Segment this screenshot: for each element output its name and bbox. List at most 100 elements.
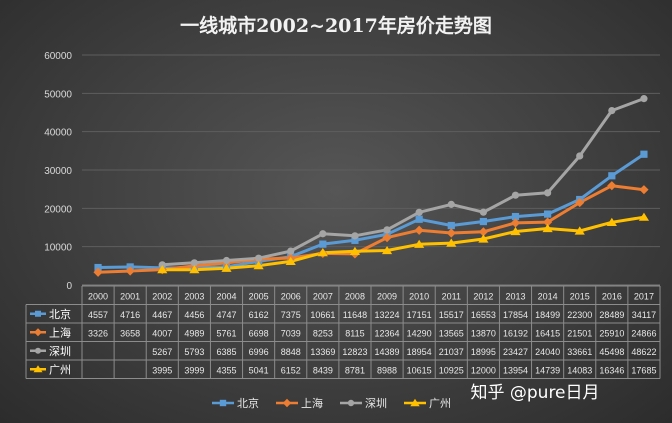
data-point-3 [221,263,232,272]
series-line-3 [160,215,646,272]
table-cell: 22300 [567,310,592,320]
legend-label: 北京 [237,396,259,410]
data-point-2 [287,247,295,255]
row-label: 北京 [49,307,71,321]
data-point-3 [638,212,650,221]
table-cell: 3995 [152,366,172,376]
table-cell: 24040 [535,347,560,357]
data-point-3 [381,245,393,255]
table-cell: 4007 [152,329,172,339]
watermark: 知乎 @pure日月 [470,383,599,403]
table-cell: 7375 [281,310,301,320]
data-point-1 [446,228,456,238]
data-point-2 [447,200,455,208]
table-cell: 4747 [216,310,236,320]
data-point-3 [349,246,361,255]
data-point-2 [222,256,231,265]
series-line-2 [160,97,646,267]
y-tick-label: 20000 [44,204,72,215]
table-cell: 8253 [313,329,333,339]
table-cell: 8781 [345,366,365,376]
data-point-0 [415,215,423,223]
table-cell: 34117 [632,310,656,320]
row-key-marker [35,347,41,354]
data-point-2 [351,232,359,240]
table-cell: 8439 [313,366,333,376]
table-cell: 18954 [407,347,432,357]
data-point-0 [319,240,327,248]
table-cell: 3326 [88,329,108,339]
table-cell: 17151 [407,310,432,320]
legend-marker [282,398,292,408]
data-point-3 [189,265,200,274]
x-tick-label: 2007 [313,292,333,302]
data-point-1 [478,227,488,237]
table-cell: 45498 [599,347,624,357]
table-cell: 12000 [471,366,496,376]
table-cell: 16192 [503,329,528,339]
data-point-2 [511,191,520,199]
data-point-3 [253,261,264,270]
row-label: 广州 [49,364,71,377]
series-lines [96,97,646,274]
x-tick-label: 2014 [538,292,558,302]
gridlines [82,54,660,286]
data-point-0 [544,210,552,218]
table-cell: 8115 [345,329,364,339]
data-table: 2000 2001 2002 2003 2004 2005 2006 2007 2008 2009… [25,285,661,379]
table-cell: 4355 [216,366,236,376]
table-cell: 4456 [184,310,204,320]
table-cell: 12823 [342,347,367,357]
table-cell: 10661 [310,310,335,320]
table-cell: 16415 [535,329,560,339]
table-cell: 4716 [120,310,140,320]
y-tick-label: 10000 [44,243,72,254]
x-tick-label: 2004 [216,292,236,302]
data-point-1 [125,266,135,276]
table-cell: 11648 [343,310,367,320]
data-point-2 [608,106,616,115]
table-cell: 14290 [407,329,432,339]
data-point-1 [382,233,392,243]
data-point-3 [446,238,457,247]
table-cell: 7039 [281,329,301,339]
table-cell: 13224 [375,310,400,320]
table-cell: 13870 [471,329,496,339]
table-cell: 4467 [152,310,172,320]
table-cell: 6152 [281,366,301,376]
table-cell: 14083 [567,366,592,376]
table-cell: 8988 [377,366,397,376]
table-cell: 5761 [216,329,236,339]
x-tick-label: 2001 [120,292,140,302]
data-point-3 [414,239,425,248]
data-point-0 [511,212,520,221]
legend: 北京 上海 深圳 广州 [212,396,451,410]
data-point-2 [479,208,487,216]
table-cell: 5793 [184,347,204,357]
data-point-3 [542,223,553,233]
x-tick-label: 2002 [152,292,172,302]
table-cell: 4989 [184,329,204,339]
series-line-1 [96,184,646,274]
data-point-3 [157,265,168,274]
table-cell: 18499 [535,310,560,320]
data-point-3 [510,226,521,236]
x-tick-label: 2005 [249,292,269,302]
data-point-1 [510,218,521,228]
row-label: 上海 [49,326,71,340]
table-cell: 13565 [439,329,464,339]
data-point-3 [285,256,296,266]
table-cell: 12364 [375,329,400,339]
data-point-1 [639,185,649,195]
x-tick-label: 2011 [442,292,461,302]
table-cell: 17685 [631,366,656,376]
table-cell: 4557 [88,310,108,320]
data-point-0 [447,221,455,230]
data-point-2 [383,226,391,234]
table-cell: 16553 [471,310,496,320]
data-point-2 [158,261,166,269]
data-point-3 [606,217,617,226]
data-point-1 [93,267,103,277]
